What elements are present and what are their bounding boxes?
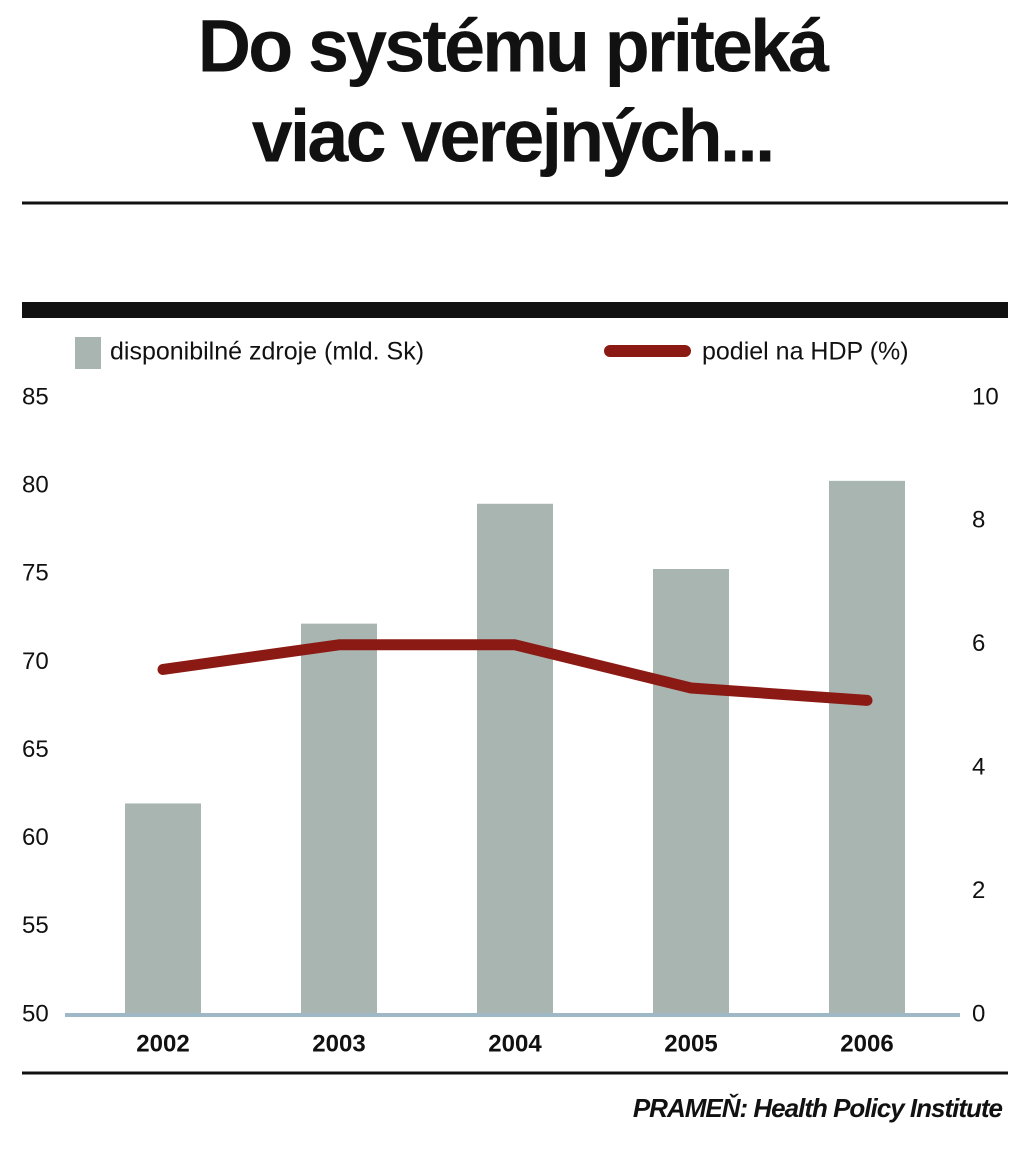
x-tick-label: 2003 xyxy=(312,1030,365,1057)
y2-tick-label: 4 xyxy=(972,754,985,781)
y-tick-label: 50 xyxy=(22,1000,49,1027)
y-tick-label: 85 xyxy=(22,383,49,410)
y-tick-label: 75 xyxy=(22,560,49,587)
y-tick-label: 55 xyxy=(22,912,49,939)
legend-swatch xyxy=(75,337,101,369)
legend-label: podiel na HDP (%) xyxy=(702,338,909,366)
bar xyxy=(477,503,553,1015)
source: PRAMEŇ: Health Policy Institute xyxy=(633,1093,1003,1123)
header-bar xyxy=(22,302,1008,318)
x-tick-label: 2004 xyxy=(488,1030,542,1057)
bar xyxy=(653,568,729,1015)
legend-label: disponibilné zdroje (mld. Sk) xyxy=(110,338,424,366)
line xyxy=(157,639,873,706)
bar xyxy=(301,623,377,1015)
y2-tick-label: 6 xyxy=(972,630,985,657)
y-tick-label: 70 xyxy=(22,648,49,675)
bar xyxy=(829,480,905,1016)
y2-tick-label: 8 xyxy=(972,507,985,534)
chart-title: viac verejných... xyxy=(252,95,773,178)
y2-tick-label: 0 xyxy=(972,1000,985,1027)
y-tick-label: 60 xyxy=(22,824,49,851)
x-tick-label: 2005 xyxy=(664,1030,717,1057)
x-tick-label: 2002 xyxy=(136,1030,189,1057)
y2-tick-label: 10 xyxy=(972,383,999,410)
y-tick-label: 80 xyxy=(22,471,49,498)
chart-title: Do systému priteká xyxy=(198,5,831,88)
x-tick-label: 2006 xyxy=(840,1030,893,1057)
y2-tick-label: 2 xyxy=(972,877,985,904)
bar xyxy=(125,803,201,1015)
y-tick-label: 65 xyxy=(22,736,49,763)
